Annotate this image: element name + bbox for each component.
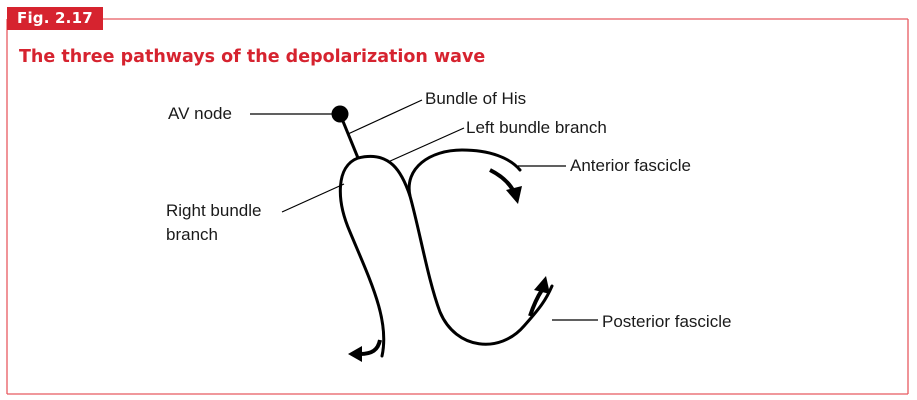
bundle-of-his-stem xyxy=(338,113,360,159)
label-bundle-of-his: Bundle of His xyxy=(425,89,526,108)
label-left-bundle-branch: Left bundle branch xyxy=(466,118,607,137)
anterior-fascicle-arrow xyxy=(489,168,516,193)
posterior-fascicle-arrowhead xyxy=(534,276,550,294)
anterior-fascicle-path xyxy=(407,148,522,198)
label-posterior-fascicle: Posterior fascicle xyxy=(602,312,731,331)
leader-left-bundle-branch xyxy=(387,127,465,163)
label-av-node: AV node xyxy=(168,104,232,123)
right-bundle-branch-path xyxy=(338,154,554,358)
right-bundle-arrow xyxy=(359,339,382,356)
figure-title: The three pathways of the depolarization… xyxy=(19,47,486,67)
label-right-bundle-branch-line2: branch xyxy=(166,225,218,244)
figure-number-badge: Fig. 2.17 xyxy=(7,7,103,30)
leader-right-bundle-branch xyxy=(281,183,345,213)
leader-bundle-of-his xyxy=(347,99,423,135)
label-right-bundle-branch-line1: Right bundle xyxy=(166,201,261,220)
right-bundle-arrowhead xyxy=(348,346,362,362)
anterior-fascicle-arrowhead xyxy=(506,186,522,204)
label-anterior-fascicle: Anterior fascicle xyxy=(570,156,691,175)
